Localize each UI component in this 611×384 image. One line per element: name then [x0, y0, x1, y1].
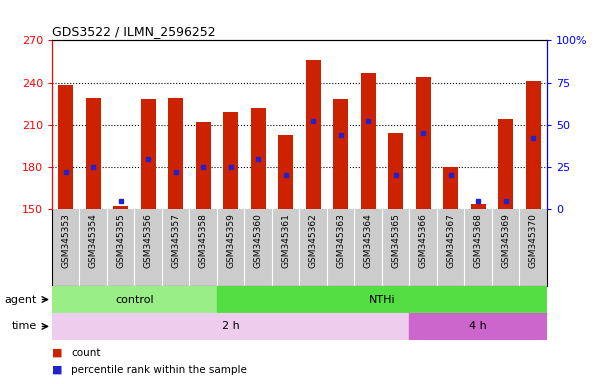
Text: NTHi: NTHi [368, 295, 395, 305]
Bar [52, 313, 409, 340]
Text: GSM345359: GSM345359 [226, 213, 235, 268]
Bar [168, 98, 183, 209]
Text: count: count [71, 348, 101, 358]
Bar [52, 286, 217, 313]
Text: GDS3522 / ILMN_2596252: GDS3522 / ILMN_2596252 [52, 25, 216, 38]
Text: GSM345360: GSM345360 [254, 213, 263, 268]
Bar [141, 99, 156, 209]
Text: 4 h: 4 h [469, 321, 487, 331]
Text: GSM345357: GSM345357 [171, 213, 180, 268]
Text: GSM345361: GSM345361 [281, 213, 290, 268]
Text: GSM345358: GSM345358 [199, 213, 208, 268]
Text: GSM345353: GSM345353 [61, 213, 70, 268]
Text: GSM345366: GSM345366 [419, 213, 428, 268]
Bar [223, 112, 238, 209]
Text: GSM345354: GSM345354 [89, 213, 98, 268]
Bar [58, 85, 73, 209]
Bar [409, 313, 547, 340]
Bar [498, 119, 513, 209]
Bar [113, 207, 128, 209]
Bar [388, 133, 403, 209]
Bar [251, 108, 266, 209]
Bar [443, 167, 458, 209]
Text: GSM345369: GSM345369 [501, 213, 510, 268]
Text: GSM345368: GSM345368 [474, 213, 483, 268]
Text: GSM345355: GSM345355 [116, 213, 125, 268]
Bar [86, 98, 101, 209]
Text: ■: ■ [52, 365, 62, 375]
Bar [278, 135, 293, 209]
Text: GSM345364: GSM345364 [364, 213, 373, 268]
Text: GSM345362: GSM345362 [309, 213, 318, 268]
Text: GSM345363: GSM345363 [336, 213, 345, 268]
Bar [525, 81, 541, 209]
Text: time: time [12, 321, 37, 331]
Text: GSM345370: GSM345370 [529, 213, 538, 268]
Text: GSM345356: GSM345356 [144, 213, 153, 268]
Text: ■: ■ [52, 348, 62, 358]
Bar [360, 73, 376, 209]
Bar [333, 99, 348, 209]
Bar [196, 122, 211, 209]
Text: GSM345365: GSM345365 [391, 213, 400, 268]
Text: agent: agent [5, 295, 37, 305]
Bar [470, 204, 486, 209]
Text: control: control [115, 295, 154, 305]
Bar [217, 286, 547, 313]
Bar [415, 77, 431, 209]
Text: 2 h: 2 h [222, 321, 240, 331]
Bar [306, 60, 321, 209]
Text: percentile rank within the sample: percentile rank within the sample [71, 365, 247, 375]
Text: GSM345367: GSM345367 [446, 213, 455, 268]
